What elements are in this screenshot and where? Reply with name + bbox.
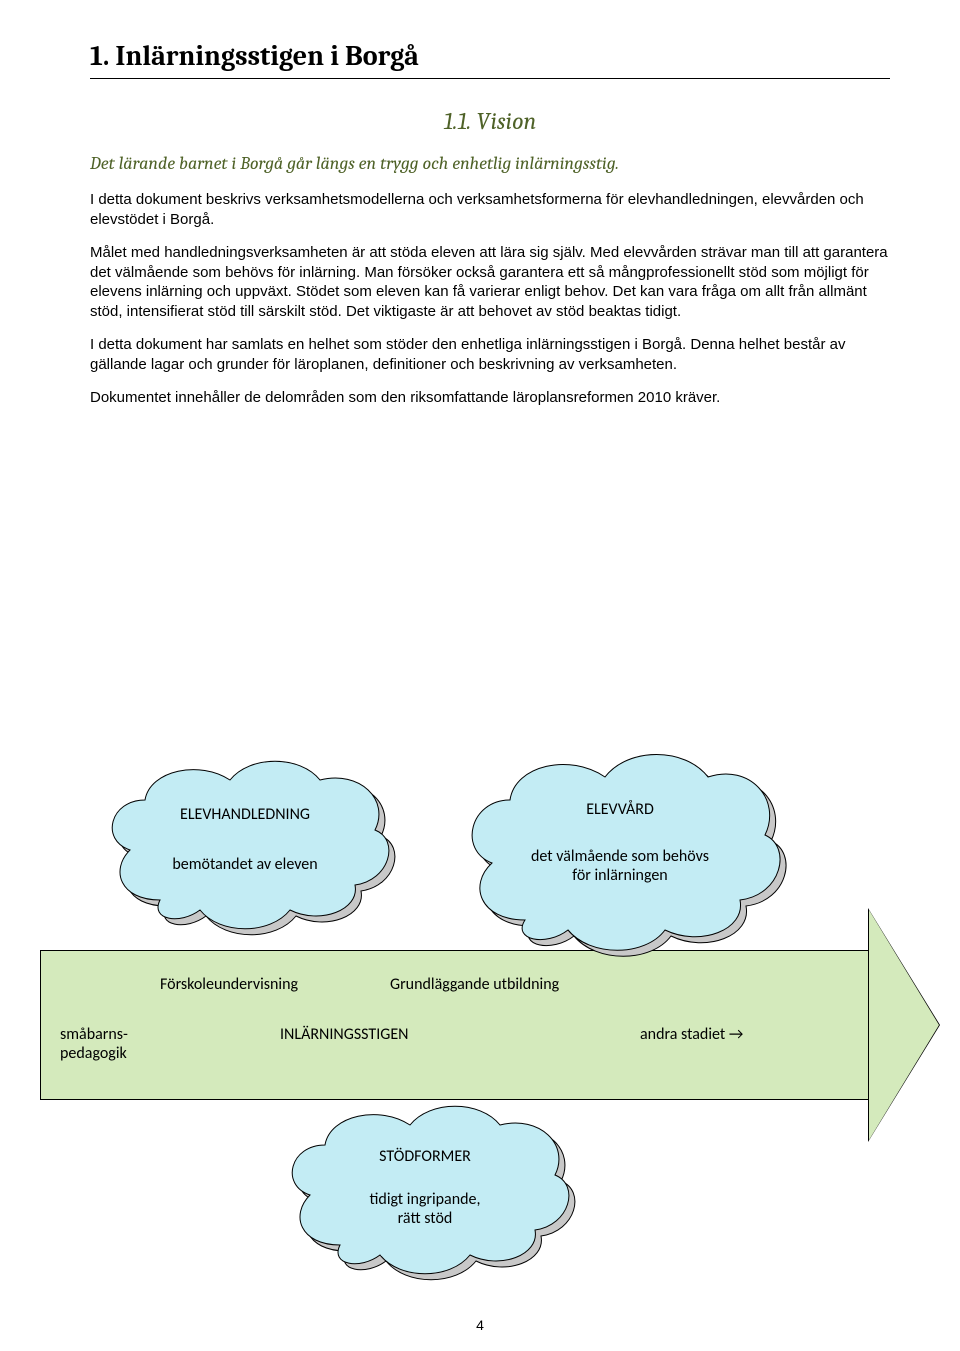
heading-2: 1.1. Vision [90, 107, 890, 135]
heading-1: 1. Inlärningsstigen i Borgå [90, 40, 890, 72]
arrow-label-learning-path: INLÄRNINGSSTIGEN [280, 1025, 408, 1044]
cloud-elevhandledning: ELEVHANDLEDNING bemötandet av eleven [90, 740, 400, 940]
arrow-label-early-childhood: småbarns- pedagogik [60, 1025, 128, 1063]
cloud-stodformer: STÖDFORMER tidigt ingripande, rätt stöd [270, 1085, 580, 1285]
cloud-subtitle: bemötandet av eleven [90, 855, 400, 874]
cloud-icon [270, 1085, 580, 1285]
intro-text: Det lärande barnet i Borgå går längs en … [90, 153, 890, 174]
diagram-container: Förskoleundervisning småbarns- pedagogik… [40, 740, 920, 1280]
cloud-icon [90, 740, 400, 940]
cloud-subtitle: det välmående som behövs för inlärningen [450, 847, 790, 885]
cloud-title: STÖDFORMER [270, 1147, 580, 1166]
page-number: 4 [0, 1317, 960, 1333]
cloud-title: ELEVVÅRD [450, 800, 790, 819]
arrow-body [40, 950, 870, 1100]
heading-rule [90, 78, 890, 79]
arrow-label-secondary: andra stadiet → [640, 1025, 743, 1044]
paragraph-1: I detta dokument beskrivs verksamhetsmod… [90, 190, 890, 229]
cloud-subtitle: tidigt ingripande, rätt stöd [270, 1190, 580, 1228]
arrow-label-basic-education: Grundläggande utbildning [390, 975, 559, 994]
cloud-elevvard: ELEVVÅRD det välmående som behövs för in… [450, 735, 790, 965]
cloud-title: ELEVHANDLEDNING [90, 805, 400, 824]
paragraph-2: Målet med handledningsverksamheten är at… [90, 243, 890, 321]
paragraph-3: I detta dokument har samlats en helhet s… [90, 335, 890, 374]
paragraph-4: Dokumentet innehåller de delområden som … [90, 388, 890, 408]
arrow-label-preschool: Förskoleundervisning [160, 975, 298, 994]
arrow-head [869, 910, 939, 1140]
